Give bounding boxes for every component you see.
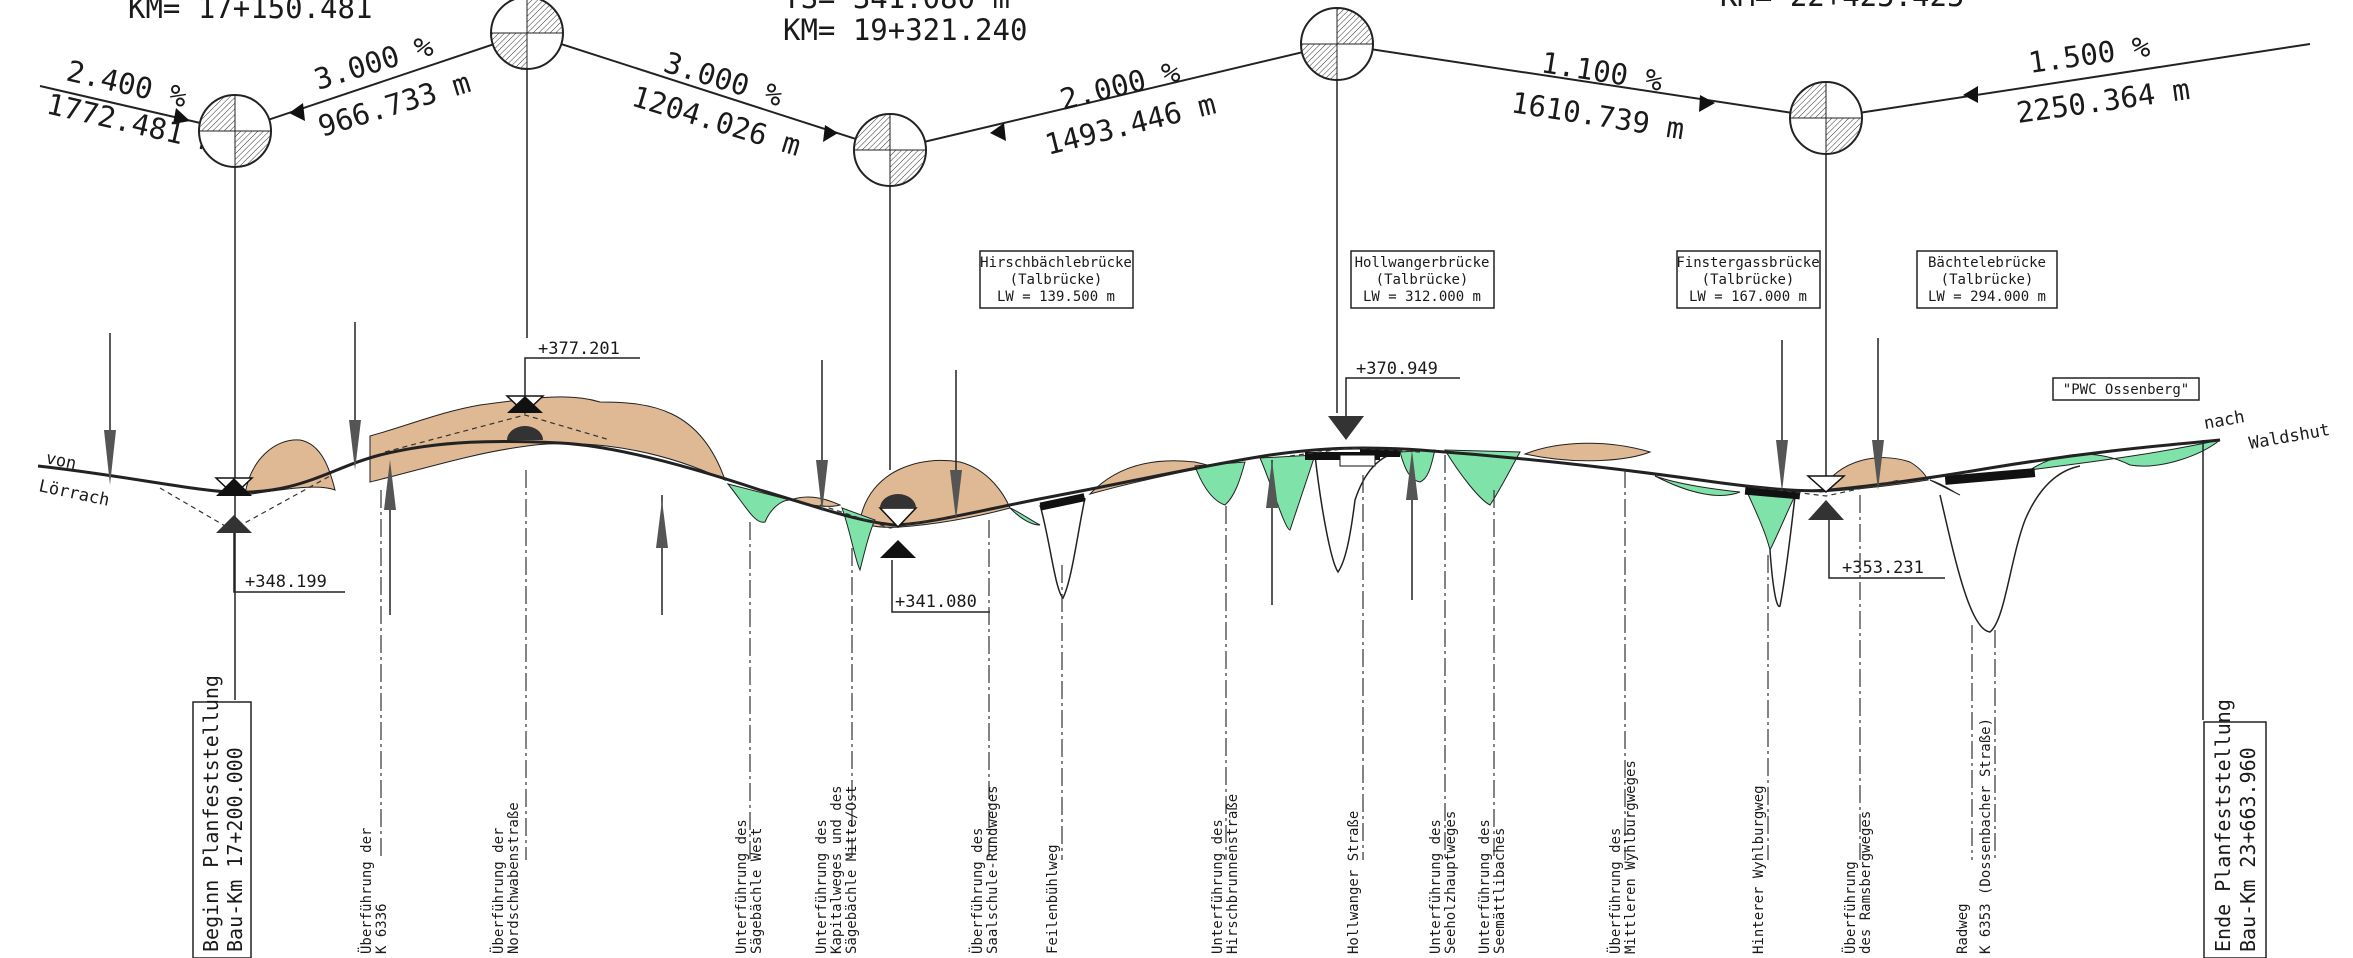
bridge-3-name: Finstergassbrücke	[1676, 255, 1819, 271]
bridge-4-lw: LW = 294.000 m	[1928, 289, 2046, 305]
gradient-labels: 2.400 % 1772.481 m 3.000 % 966.733 m 3.0…	[43, 28, 2191, 162]
structure-7-l1: Unterführung des	[1210, 819, 1226, 954]
structure-9-l2: Seeholzhauptweges	[1443, 811, 1459, 954]
structure-4-l2: Kapitalweges und des	[829, 785, 845, 954]
elevation-label-2: +377.201	[538, 339, 620, 359]
vertex-markers	[214, 395, 1846, 558]
structure-10-l2: Seemättlibaches	[1492, 828, 1508, 954]
start-box-line-2: Bau-Km 17+200.000	[223, 747, 247, 952]
bridge-box-1: Hirschbächlebrücke (Talbrücke) LW = 139.…	[979, 250, 1134, 309]
structure-11-l2: Mittleren Wyhlburgweges	[1623, 760, 1639, 954]
gradient-pct-6: 1.500 %	[2026, 29, 2152, 80]
end-box-line-2: Bau-Km 23+663.960	[2236, 747, 2260, 952]
bridge-1-lw: LW = 139.500 m	[997, 289, 1115, 305]
pwc-label: "PWC Ossenberg"	[2063, 382, 2189, 398]
bridge-3-lw: LW = 167.000 m	[1689, 289, 1807, 305]
structure-4-l1: Unterführung des	[814, 819, 830, 954]
elevation-labels: +348.199 +377.201 +341.080 +370.949 +353…	[233, 339, 1945, 613]
structure-7-l2: Hirschbrunnenstraße	[1225, 794, 1241, 954]
top-mid-km-label: KM= 19+321.240	[783, 13, 1027, 47]
pwc-box: "PWC Ossenberg"	[2052, 377, 2200, 401]
structure-1-l2: K 6336	[374, 903, 390, 954]
start-box: Beginn Planfeststellung Bau-Km 17+200.00…	[192, 675, 252, 958]
to-label-1: nach	[2202, 407, 2246, 434]
gradient-len-6: 2250.364 m	[2014, 72, 2192, 130]
structure-8-l1: Hollwanger Straße	[1346, 811, 1362, 954]
elevation-label-4: +370.949	[1356, 359, 1438, 379]
gradient-pct-5: 1.100 %	[1539, 45, 1665, 98]
structure-1-l1: Überführung der	[357, 828, 375, 954]
structure-6-l1: Feilenbühlweg	[1045, 844, 1061, 954]
bridge-boxes: Hirschbächlebrücke (Talbrücke) LW = 139.…	[979, 250, 2200, 401]
pvi-symbol-1	[198, 94, 272, 168]
start-box-line-1: Beginn Planfeststellung	[199, 675, 223, 952]
end-box-line-1: Ende Planfeststellung	[2211, 699, 2235, 952]
structure-13-l1: Überführung	[1841, 861, 1859, 954]
top-right-km-label: KM= 22+425.425	[1720, 0, 1964, 13]
bridge-box-2: Hollwangerbrücke (Talbrücke) LW = 312.00…	[1350, 250, 1495, 309]
structure-3-l1: Unterführung des	[734, 819, 750, 954]
top-mid-ts-label: TS= 341.080 m	[783, 0, 1010, 15]
elevation-label-3: +341.080	[895, 592, 977, 612]
pvi-symbol-4	[1300, 7, 1374, 81]
from-label-1: von	[44, 448, 78, 474]
structure-9-l1: Unterführung des	[1428, 819, 1444, 954]
bridge-4-name: Bächtelebrücke	[1928, 255, 2046, 271]
structure-3-l2: Sägebächle West	[749, 828, 765, 954]
bridge-1-name: Hirschbächlebrücke	[980, 255, 1132, 271]
structure-arrows	[104, 322, 1884, 615]
structure-4-l3: Sägebächle Mitte/Ost	[844, 785, 860, 954]
pvi-symbol-5	[1789, 81, 1863, 155]
bridge-2-lw: LW = 312.000 m	[1363, 289, 1481, 305]
structure-11-l1: Überführung des	[1606, 828, 1624, 954]
structure-2-l2: Nordschwabenstraße	[506, 802, 522, 954]
structure-2-l1: Überführung der	[489, 828, 507, 954]
end-box: Ende Planfeststellung Bau-Km 23+663.960	[2202, 440, 2267, 958]
elevation-label-5: +353.231	[1842, 558, 1924, 578]
structure-5-l2: Saalschule-Rundweges	[985, 785, 1001, 954]
elevation-label-1: +348.199	[245, 572, 327, 592]
pvi-symbol-3	[853, 113, 927, 187]
bridge-3-type: (Talbrücke)	[1702, 272, 1795, 288]
pvi-symbols	[198, 0, 1863, 700]
bridge-box-4: Bächtelebrücke (Talbrücke) LW = 294.000 …	[1916, 250, 2058, 309]
structure-5-l1: Überführung des	[968, 828, 986, 954]
station-lines	[380, 455, 1996, 860]
top-left-km-label: KM= 17+150.481	[128, 0, 372, 25]
to-label-2: Waldshut	[2247, 420, 2331, 454]
terrain-cut	[244, 396, 1929, 528]
from-label-2: Lörrach	[37, 476, 111, 510]
structure-13-l2: des Ramsbergweges	[1858, 811, 1874, 954]
bridge-2-name: Hollwangerbrücke	[1355, 255, 1490, 271]
bridge-4-type: (Talbrücke)	[1941, 272, 2034, 288]
structure-12-l1: Hinterer Wyhlburgweg	[1751, 785, 1767, 954]
pvi-symbol-2	[490, 0, 564, 70]
bridge-1-type: (Talbrücke)	[1010, 272, 1103, 288]
structure-14-l1: Radweg	[1955, 903, 1971, 954]
road-profile-line	[37, 438, 2221, 527]
structure-labels: Überführung der K 6336 Überführung der N…	[357, 718, 1994, 954]
structure-14-l2: K 6353 (Dossenbacher Straße)	[1978, 718, 1994, 954]
bridge-2-type: (Talbrücke)	[1376, 272, 1469, 288]
terrain-fill-embankment	[726, 439, 2221, 572]
existing-ground-line	[1039, 451, 2081, 633]
bridge-box-3: Finstergassbrücke (Talbrücke) LW = 167.0…	[1676, 250, 1821, 309]
structure-10-l1: Unterführung des	[1477, 819, 1493, 954]
